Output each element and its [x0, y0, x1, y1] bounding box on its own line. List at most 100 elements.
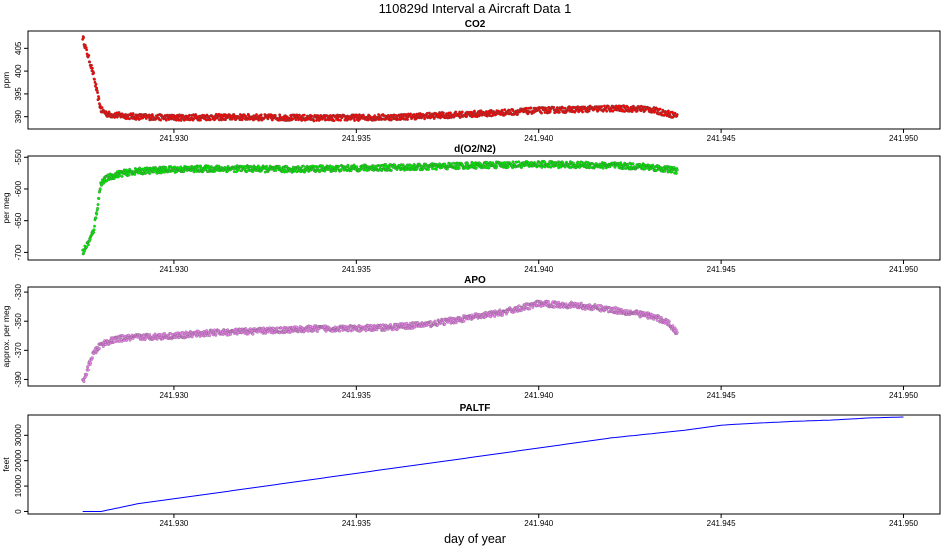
x-tick-label: 241.930 — [159, 519, 188, 528]
x-tick-label: 241.935 — [342, 391, 371, 400]
data-point — [454, 110, 458, 114]
data-point — [229, 332, 233, 336]
data-point — [337, 164, 341, 168]
data-point — [86, 368, 90, 372]
data-point — [474, 166, 478, 170]
y-tick-label: -350 — [14, 313, 23, 330]
data-point — [88, 60, 92, 64]
data-point — [631, 162, 635, 166]
y-tick-label: 30000 — [14, 424, 23, 447]
data-point — [383, 328, 387, 332]
y-tick-label: 20000 — [14, 449, 23, 472]
data-point — [315, 330, 319, 333]
data-point — [321, 164, 325, 168]
y-tick-label: 10000 — [14, 474, 23, 497]
data-point — [443, 322, 447, 326]
x-axis-label: day of year — [444, 532, 506, 546]
data-point — [127, 173, 131, 177]
data-point — [97, 97, 101, 101]
data-point — [517, 160, 521, 164]
x-tick-label: 241.940 — [524, 391, 553, 400]
panel-paltf: PALTF 241.930 241.935 241.940 241.945 241.950… — [1, 403, 941, 528]
data-point — [552, 105, 556, 109]
x-tick-label: 241.935 — [342, 265, 371, 274]
data-point — [148, 172, 152, 175]
data-point — [635, 109, 639, 113]
data-point — [338, 329, 342, 333]
data-point — [431, 167, 434, 171]
data-point — [205, 329, 209, 333]
panel-co2: CO2 241.930 241.935 241.940 241.945 241.950 39… — [1, 19, 941, 143]
data-point — [297, 113, 301, 117]
x-tick-label: 241.940 — [524, 265, 553, 274]
data-point — [85, 245, 89, 249]
data-point — [557, 300, 561, 304]
data-point — [364, 329, 368, 333]
data-point — [432, 117, 436, 120]
data-point — [496, 313, 500, 317]
data-point — [92, 230, 96, 234]
data-point — [92, 228, 96, 232]
data-point — [406, 118, 409, 121]
data-point — [83, 43, 87, 47]
data-point — [501, 313, 504, 317]
data-point — [86, 243, 90, 247]
x-tick-label: 241.950 — [889, 391, 918, 400]
data-point — [389, 168, 393, 172]
data-point — [274, 169, 278, 172]
x-tick-label: 241.950 — [889, 519, 918, 528]
data-point — [667, 320, 671, 323]
data-point — [373, 114, 377, 118]
data-point — [88, 237, 92, 241]
data-point — [199, 118, 202, 122]
data-point — [332, 119, 336, 123]
data-point — [273, 113, 277, 117]
data-point — [97, 197, 101, 200]
data-point — [95, 86, 99, 90]
data-point — [462, 319, 466, 323]
data-point — [621, 167, 625, 171]
data-point — [460, 110, 464, 114]
data-point — [495, 164, 499, 168]
data-point — [671, 324, 675, 328]
data-point — [214, 332, 218, 336]
data-point — [675, 330, 679, 334]
data-point — [90, 63, 93, 67]
data-point — [334, 169, 338, 173]
data-point — [97, 347, 101, 350]
data-point — [625, 309, 629, 312]
data-point — [436, 323, 440, 327]
data-point — [310, 114, 314, 118]
y-tick-label: -650 — [14, 212, 23, 229]
y-tick-label: 395 — [14, 87, 23, 101]
x-tick-label: 241.935 — [342, 519, 371, 528]
data-point — [441, 111, 445, 115]
data-point — [100, 106, 104, 110]
data-point — [92, 71, 96, 75]
x-tick-label: 241.945 — [707, 134, 736, 143]
data-point — [389, 323, 392, 326]
data-point — [457, 166, 461, 170]
data-point — [675, 168, 679, 172]
data-point — [529, 106, 533, 110]
data-point — [552, 305, 556, 309]
data-point — [131, 112, 135, 115]
data-point — [259, 113, 263, 117]
data-point — [382, 165, 386, 169]
x-tick-label: 241.930 — [159, 134, 188, 143]
data-point — [192, 170, 196, 174]
data-point — [276, 326, 279, 330]
data-point — [427, 111, 431, 115]
y-tick-label: -700 — [14, 244, 23, 261]
data-point — [592, 307, 596, 311]
data-point — [94, 216, 98, 220]
y-tick-label: -600 — [14, 180, 23, 197]
data-point — [339, 118, 343, 122]
y-tick-label: -550 — [14, 149, 23, 166]
data-point — [244, 327, 248, 331]
y-axis-label: ppm — [1, 72, 11, 89]
data-point — [89, 361, 93, 365]
data-point — [93, 77, 96, 81]
y-tick-label: -390 — [14, 371, 23, 388]
